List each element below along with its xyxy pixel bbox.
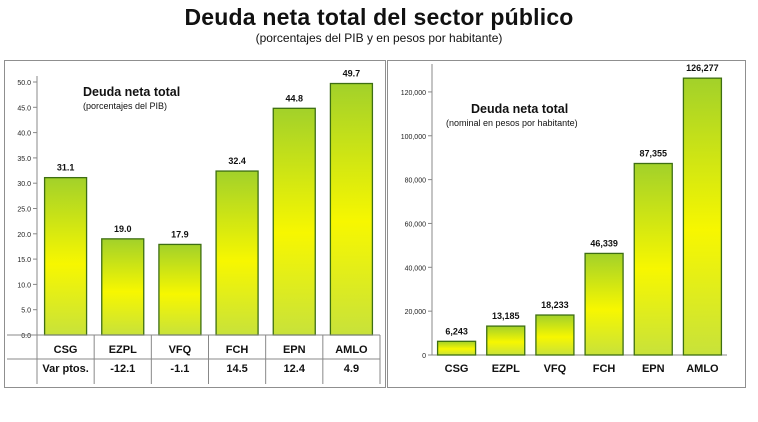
- gdp-data-label: 49.7: [343, 69, 361, 79]
- per-capita-y-tick-label: 80,000: [405, 178, 427, 185]
- gdp-data-label: 31.1: [57, 163, 75, 173]
- gdp-table-cell: -1.1: [170, 363, 189, 375]
- page-subtitle: (porcentajes del PIB y en pesos por habi…: [255, 31, 503, 45]
- gdp-bar: [215, 170, 259, 336]
- page-title: Deuda neta total del sector público: [184, 4, 574, 30]
- gdp-category-label: EZPL: [109, 344, 137, 356]
- gdp-bar: [101, 238, 145, 336]
- gdp-y-tick-label: 10.0: [17, 282, 31, 289]
- per-capita-bar: [486, 325, 526, 356]
- gdp-bar: [158, 243, 202, 336]
- per-capita-chart-subtitle: (nominal en pesos por habitante): [446, 118, 578, 128]
- per-capita-y-tick-label: 40,000: [405, 265, 427, 272]
- per-capita-category-label: EZPL: [492, 363, 520, 375]
- gdp-category-label: FCH: [226, 344, 249, 356]
- per-capita-category-label: FCH: [593, 363, 616, 375]
- per-capita-y-tick-label: 120,000: [401, 90, 426, 97]
- per-capita-bar: [535, 314, 575, 356]
- gdp-y-tick-label: 0.0: [21, 333, 31, 340]
- gdp-y-tick-label: 50.0: [17, 80, 31, 87]
- per-capita-y-tick-label: 20,000: [405, 309, 427, 316]
- gdp-category-label: EPN: [283, 344, 306, 356]
- gdp-category-label: CSG: [54, 344, 78, 356]
- gdp-bar: [272, 107, 316, 336]
- per-capita-y-tick-label: 100,000: [401, 134, 426, 141]
- gdp-y-tick-label: 20.0: [17, 232, 31, 239]
- gdp-y-tick-label: 40.0: [17, 131, 31, 138]
- gdp-bar: [329, 82, 374, 336]
- per-capita-category-label: VFQ: [544, 363, 567, 375]
- gdp-bar: [43, 176, 88, 336]
- chart-panel-gdp: 0.0 5.0 10.0 15.0 20.0 25.0 30.0 35.0 40.0 45.0 50…: [4, 60, 386, 388]
- gdp-y-tick-label: 35.0: [17, 156, 31, 163]
- per-capita-category-label: EPN: [642, 363, 665, 375]
- per-capita-data-label: 6,243: [445, 326, 468, 336]
- gdp-category-label: VFQ: [169, 344, 192, 356]
- gdp-data-label: 17.9: [171, 229, 189, 239]
- gdp-table-cell: 12.4: [284, 363, 306, 375]
- gdp-data-label: 44.8: [285, 93, 303, 103]
- gdp-table-cell: 14.5: [226, 363, 247, 375]
- per-capita-data-label: 18,233: [541, 300, 569, 310]
- gdp-data-label: 32.4: [228, 156, 246, 166]
- per-capita-data-label: 13,185: [492, 311, 520, 321]
- per-capita-data-label: 87,355: [639, 148, 667, 158]
- per-capita-bar: [682, 77, 723, 356]
- gdp-y-tick-label: 15.0: [17, 257, 31, 264]
- gdp-y-tick-label: 25.0: [17, 207, 31, 214]
- gdp-table-row-label: Var ptos.: [42, 363, 88, 375]
- gdp-y-tick-label: 45.0: [17, 105, 31, 112]
- per-capita-bar: [584, 252, 624, 356]
- gdp-data-label: 19.0: [114, 224, 132, 234]
- gdp-y-tick-label: 5.0: [21, 308, 31, 315]
- gdp-y-tick-label: 30.0: [17, 181, 31, 188]
- per-capita-y-tick-label: 0: [422, 353, 426, 360]
- gdp-table-cell: -12.1: [110, 363, 135, 375]
- per-capita-y-tick-label: 60,000: [405, 221, 427, 228]
- per-capita-chart: 0 20,000 40,000 60,000 80,000 100,000 120,000 6…: [401, 63, 727, 375]
- gdp-category-label: AMLO: [335, 344, 368, 356]
- per-capita-category-label: CSG: [445, 363, 469, 375]
- chart-panel-per-capita: 0 20,000 40,000 60,000 80,000 100,000 120,000 6…: [387, 60, 746, 388]
- gdp-table-cell: 4.9: [344, 363, 359, 375]
- gdp-chart: 0.0 5.0 10.0 15.0 20.0 25.0 30.0 35.0 40.0 45.0 50…: [7, 69, 381, 384]
- per-capita-chart-title: Deuda neta total: [471, 102, 569, 116]
- gdp-chart-title: Deuda neta total: [83, 85, 181, 99]
- per-capita-category-label: AMLO: [686, 363, 719, 375]
- gdp-chart-subtitle: (porcentajes del PIB): [83, 101, 168, 111]
- per-capita-data-label: 126,277: [686, 63, 719, 73]
- per-capita-bar: [633, 162, 673, 356]
- per-capita-bar: [436, 340, 477, 356]
- per-capita-data-label: 46,339: [590, 238, 618, 248]
